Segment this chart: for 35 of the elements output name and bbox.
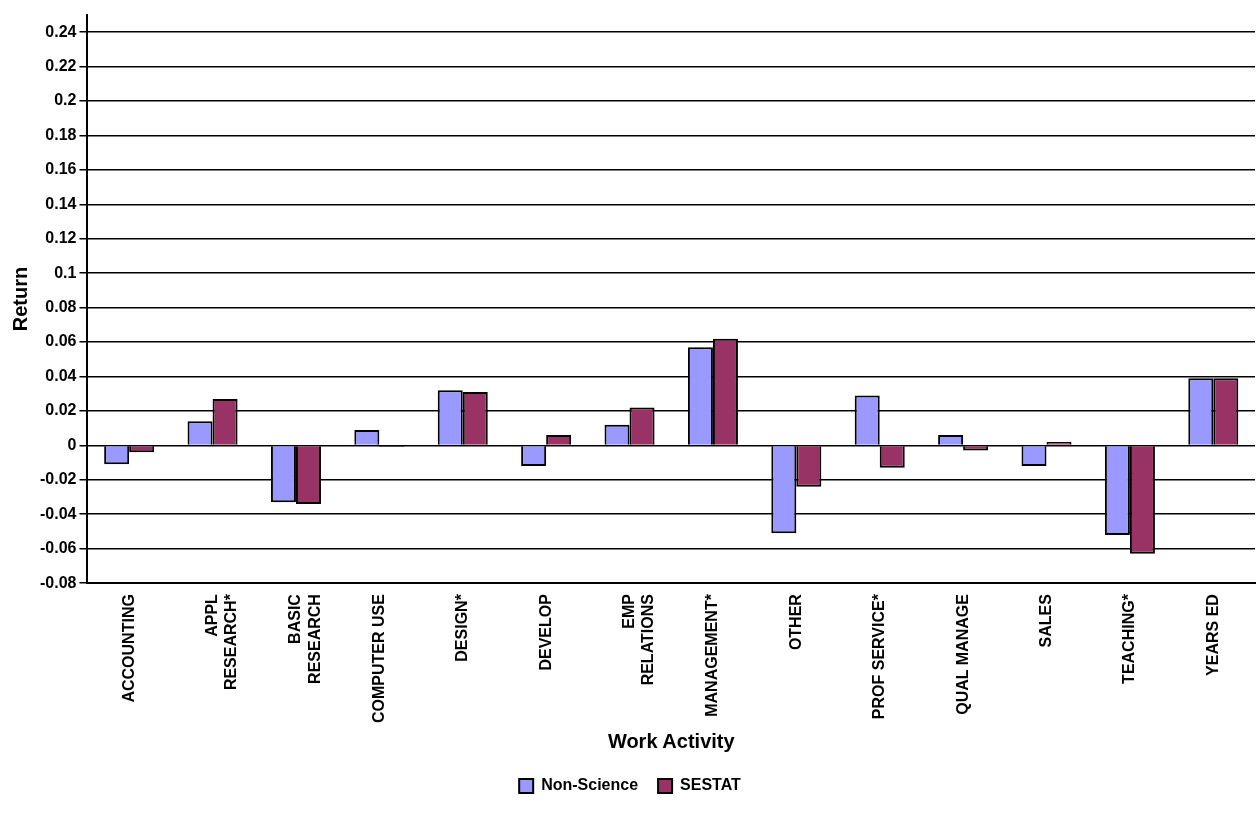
x-tick-label: TEACHING*: [1120, 593, 1138, 684]
y-tick-label: 0: [67, 435, 77, 453]
y-tick-label: 0.22: [45, 57, 77, 75]
y-tick-label: 0.04: [45, 366, 77, 384]
y-tick-label: 0.2: [54, 91, 77, 109]
y-tick-label: 0.18: [45, 125, 77, 143]
x-tick-label: BASIC RESEARCH: [286, 593, 323, 684]
y-tick-label: -0.02: [40, 470, 77, 488]
y-tick-label: 0.16: [45, 160, 77, 178]
x-tick-label: PROF SERVICE*: [870, 593, 888, 720]
y-axis-title: Return: [8, 266, 31, 332]
x-tick-label: DESIGN*: [453, 593, 471, 662]
x-tick-label: APPL RESEARCH*: [202, 593, 240, 691]
x-tick-label: YEARS ED: [1203, 594, 1221, 676]
x-tick-label: DEVELOP: [536, 593, 554, 671]
x-tick-label: COMPUTER USE: [369, 593, 387, 724]
x-tick-label: QUAL MANAGE: [953, 593, 971, 715]
x-axis-title: Work Activity: [607, 729, 736, 752]
x-tick-label: ACCOUNTING: [119, 594, 137, 703]
legend-label: SESTAT: [680, 776, 742, 794]
x-tick-label: OTHER: [786, 593, 804, 651]
x-tick-label: SALES: [1036, 593, 1054, 648]
y-tick-label: -0.08: [40, 573, 77, 591]
y-tick-label: 0.24: [45, 22, 77, 40]
legend-label: Non-Science: [541, 776, 639, 794]
y-tick-label: -0.04: [40, 504, 77, 522]
y-tick-label: 0.02: [45, 401, 77, 419]
x-tick-label: MANAGEMENT*: [703, 593, 721, 717]
y-tick-label: -0.06: [40, 539, 77, 557]
y-tick-label: 0.14: [45, 194, 77, 212]
y-tick-label: 0.06: [45, 332, 77, 350]
y-tick-label: 0.08: [45, 298, 77, 316]
y-tick-label: 0.1: [54, 263, 77, 281]
y-tick-label: 0.12: [45, 229, 77, 247]
x-tick-label: EMP RELATIONS: [619, 593, 657, 686]
